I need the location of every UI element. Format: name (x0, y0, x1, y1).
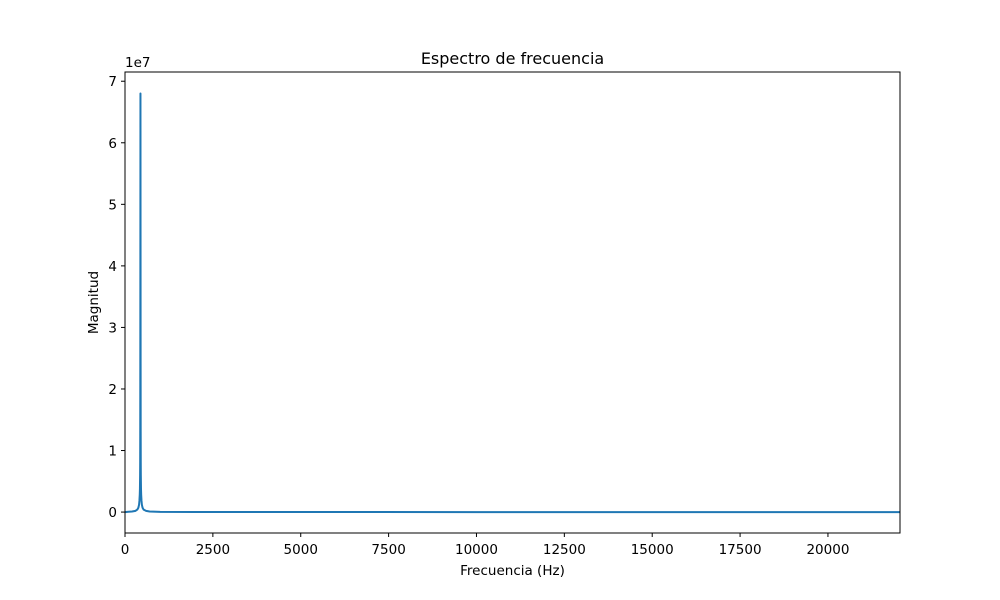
y-tick-label: 7 (108, 74, 117, 90)
x-tick-label: 10000 (455, 542, 498, 558)
series-line-0 (125, 92, 900, 514)
y-tick-label: 1 (108, 444, 117, 460)
x-tick-label: 2500 (196, 542, 230, 558)
y-tick-label: 5 (108, 197, 117, 213)
x-tick-label: 5000 (284, 542, 318, 558)
axes-frame (124, 71, 901, 534)
y-axis-label: Magnitud (86, 271, 102, 334)
plot-area (125, 92, 900, 514)
y-axis-offset-label: 1e7 (125, 55, 150, 71)
x-tick-label: 12500 (543, 542, 586, 558)
x-tick-label: 7500 (371, 542, 405, 558)
x-tick-label: 0 (121, 542, 130, 558)
y-tick-label: 2 (108, 382, 117, 398)
y-tick-label: 3 (108, 320, 117, 336)
y-tick-label: 0 (108, 505, 117, 521)
x-axis-label: Frecuencia (Hz) (460, 563, 565, 579)
x-axis-ticks: 0 2500 5000 7500 10000 12500 15000 17500 20000 (121, 533, 849, 558)
y-axis-ticks: 0 1 2 3 4 5 6 7 (108, 74, 125, 521)
x-tick-label: 17500 (719, 542, 762, 558)
chart-title: Espectro de frecuencia (421, 49, 604, 68)
x-tick-label: 15000 (631, 542, 674, 558)
y-tick-label: 4 (108, 259, 117, 275)
y-tick-label: 6 (108, 136, 117, 152)
x-tick-label: 20000 (806, 542, 849, 558)
